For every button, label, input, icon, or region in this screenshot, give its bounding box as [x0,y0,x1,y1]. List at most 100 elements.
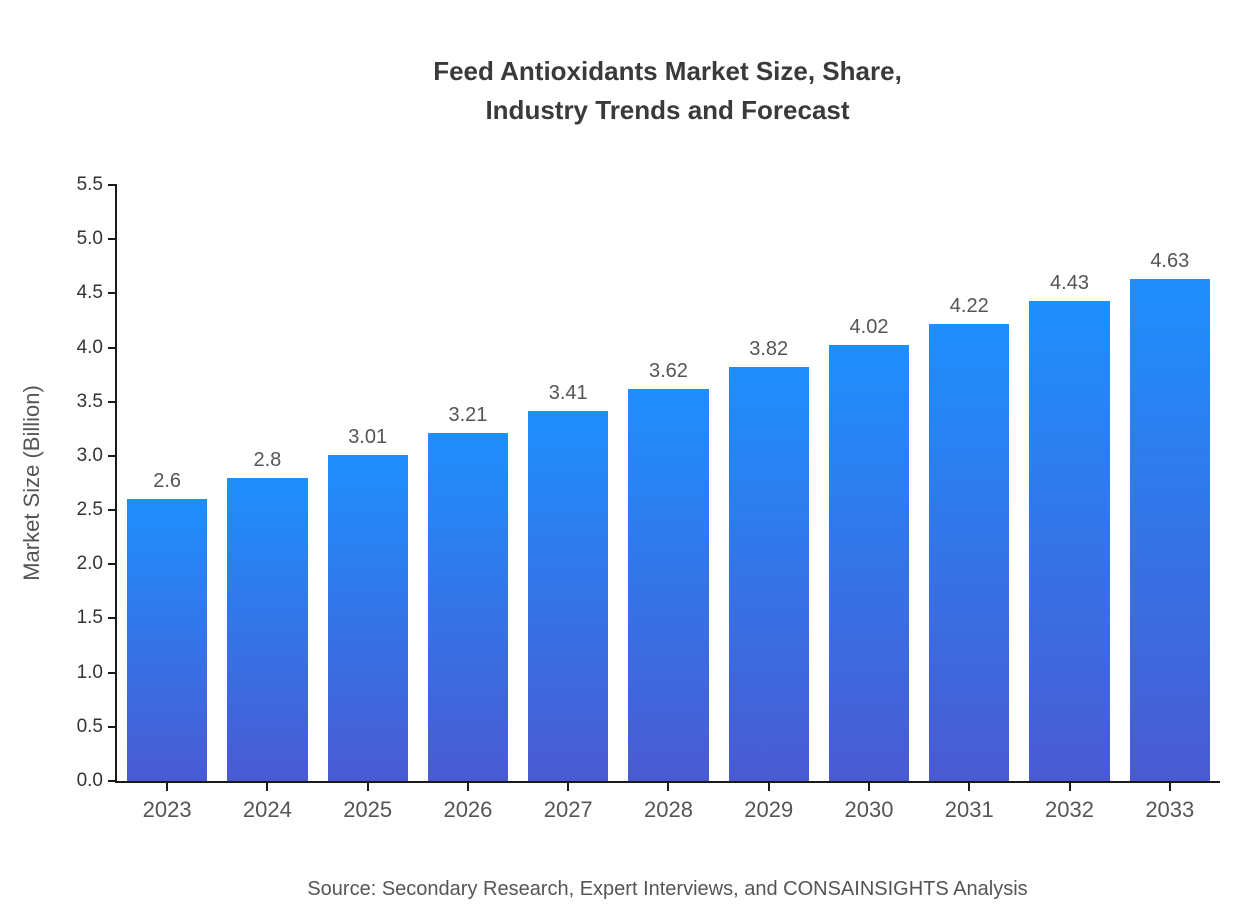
bar-value-label: 4.43 [1050,271,1089,294]
bar-slot: 3.21 [418,185,518,781]
bar [327,454,408,781]
bar [929,323,1010,781]
plot-area: 0.0 0.5 1.0 1.5 2.0 2.5 3.0 3.5 4.0 4.5 5.0 5.5 2.6… [77,174,1220,822]
bar [728,367,809,781]
y-tick-mark [108,400,117,403]
y-tick-mark [108,563,117,566]
y-tick-mark [108,617,117,620]
y-tick-label: 5.0 [76,228,103,250]
y-tick-label: 4.0 [76,336,103,358]
bar [528,411,609,781]
bar-value-label: 3.01 [348,425,388,448]
x-tick-mark [1168,783,1171,791]
bar-slot: 4.63 [1120,185,1220,781]
y-tick-label: 1.5 [76,607,103,629]
x-axis-labels: 2023 2024 2025 2026 2027 2028 2029 2030 2031 2032… [117,783,1220,823]
y-tick-label: 2.5 [76,499,103,521]
x-tick-label: 2025 [343,797,393,822]
bar-value-label: 3.41 [548,382,588,405]
x-tick-mark [466,783,469,791]
x-axis-category: 2028 [618,783,718,823]
y-tick-label: 2.0 [76,553,103,575]
bar-value-label: 4.02 [849,316,889,339]
y-tick-mark [108,454,117,457]
chart-title: Feed Antioxidants Market Size, Share, In… [115,52,1220,130]
bar-slot: 4.22 [919,185,1019,781]
bar [127,499,208,781]
bar-value-label: 2.6 [153,470,182,493]
y-tick-mark [108,780,117,782]
bar-value-label: 3.82 [749,338,789,361]
x-axis-category: 2031 [919,783,1019,823]
x-axis-category: 2024 [217,783,317,823]
x-tick-mark [266,783,269,791]
x-axis-category: 2030 [819,783,919,823]
x-axis-category: 2033 [1120,783,1220,823]
y-tick-mark [108,292,117,295]
x-tick-mark [366,783,369,791]
bar [227,477,308,781]
x-tick-mark [867,783,870,791]
y-tick-mark [108,725,117,728]
bar-slot: 2.8 [217,185,317,781]
y-tick-label: 5.5 [76,174,103,195]
bar [1029,300,1110,781]
bar-value-label: 3.21 [448,404,488,427]
bars-container: 2.6 2.8 3.01 3.21 3.41 3.62 3.82 4.02 4.22 4.43 4.… [117,185,1220,781]
y-tick-label: 3.5 [76,390,103,412]
x-tick-label: 2024 [242,797,292,822]
bar-value-label: 4.63 [1150,250,1190,273]
x-tick-label: 2029 [744,797,794,822]
x-tick-label: 2027 [543,797,593,822]
x-tick-label: 2031 [944,797,994,822]
x-tick-label: 2023 [142,797,192,822]
x-tick-label: 2030 [844,797,894,822]
x-axis-category: 2023 [117,783,217,823]
y-axis-ticks: 0.0 0.5 1.0 1.5 2.0 2.5 3.0 3.5 4.0 4.5 5.0 5.5 [77,174,1220,791]
x-tick-label: 2033 [1145,797,1195,822]
y-tick-label: 4.5 [76,282,103,304]
source-note: Source: Secondary Research, Expert Inter… [307,878,1028,900]
bar-value-label: 3.62 [648,359,688,382]
bar [1129,279,1210,781]
x-tick-mark [1068,783,1071,791]
x-axis-category: 2029 [719,783,819,823]
y-tick-mark [108,671,117,674]
bar-slot: 3.82 [719,185,819,781]
x-tick-mark [667,783,670,791]
bar-slot: 2.6 [117,185,217,781]
x-tick-mark [567,783,570,791]
chart-title-line1: Feed Antioxidants Market Size, Share, [433,56,902,86]
x-axis-category: 2026 [418,783,518,823]
y-tick-label: 0.0 [76,770,103,791]
x-tick-mark [767,783,770,791]
bar-slot: 3.01 [318,185,418,781]
x-axis-category: 2032 [1019,783,1119,823]
y-tick-mark [108,509,117,512]
y-tick-mark [108,346,117,349]
x-tick-mark [968,783,971,791]
bar-slot: 4.43 [1019,185,1119,781]
y-tick-label: 1.0 [76,661,103,683]
bar-slot: 3.41 [518,185,618,781]
x-axis-category: 2027 [518,783,618,823]
y-tick-label: 0.5 [76,715,103,737]
y-axis-title: Market Size (Billion) [19,385,44,581]
y-tick-label: 3.0 [76,444,103,466]
x-tick-mark [166,783,169,791]
x-tick-label: 2028 [643,797,693,822]
bar-slot: 4.02 [819,185,919,781]
x-tick-label: 2032 [1045,797,1094,822]
bar-value-label: 4.22 [949,294,989,317]
bar [628,388,709,781]
bar [427,433,509,781]
bar-value-label: 2.8 [253,448,282,471]
bar-slot: 3.62 [618,185,718,781]
y-tick-mark [108,238,117,241]
chart-title-line2: Industry Trends and Forecast [485,95,850,125]
x-tick-label: 2026 [443,797,493,822]
bar [828,345,910,781]
x-axis-category: 2025 [318,783,418,823]
y-tick-mark [108,184,117,186]
